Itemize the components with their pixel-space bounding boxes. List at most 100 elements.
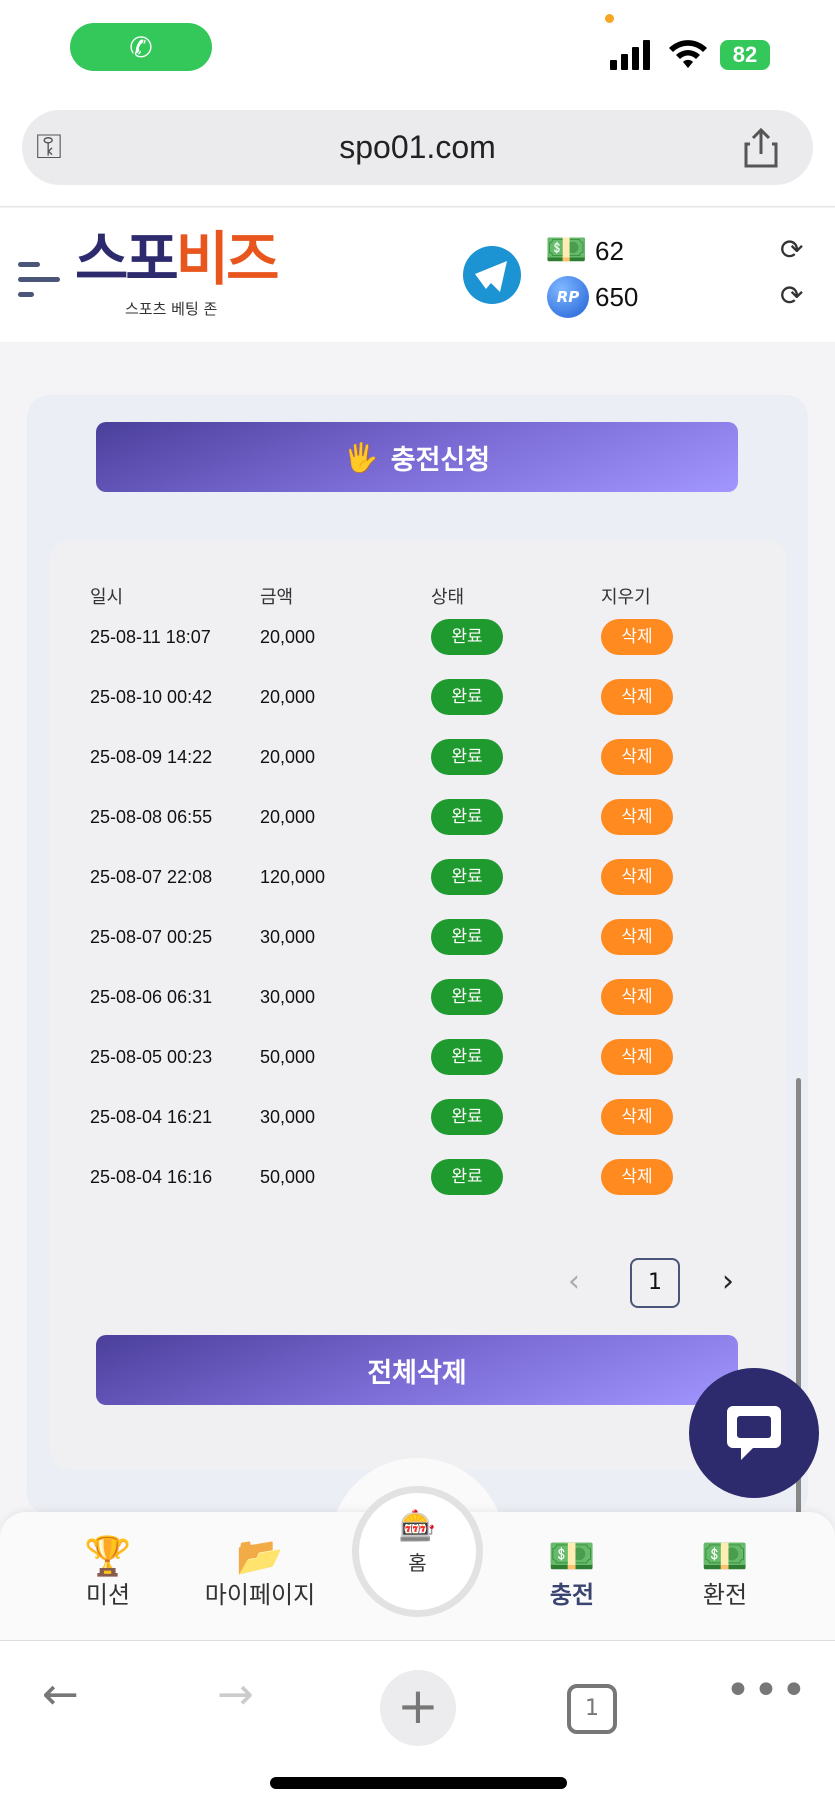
share-icon[interactable] <box>744 128 778 168</box>
deposit-icon: 💵 <box>548 1534 596 1578</box>
status-badge: 완료 <box>431 799 503 835</box>
scrollbar[interactable] <box>796 1078 801 1515</box>
home-logo-icon: 🎰 <box>398 1509 437 1544</box>
chat-bubble-icon <box>727 1406 781 1460</box>
forward-icon[interactable]: → <box>217 1669 254 1720</box>
site-logo[interactable]: 스포비즈 <box>75 225 279 293</box>
row-amount: 30,000 <box>260 1107 316 1127</box>
privacy-dot <box>605 14 614 23</box>
row-amount: 20,000 <box>260 687 316 707</box>
row-amount: 30,000 <box>260 927 316 947</box>
table-row: 25-08-05 00:23 50,000 완료 삭제 <box>50 1027 787 1087</box>
logo-subtitle: 스포츠 베팅 존 <box>125 300 218 318</box>
row-date: 25-08-07 00:25 <box>90 927 213 947</box>
delete-button[interactable]: 삭제 <box>601 739 673 775</box>
url-text: spo01.com <box>339 129 496 165</box>
nav-home[interactable]: 🎰 홈 <box>352 1486 483 1617</box>
folder-icon: 📂 <box>236 1534 284 1578</box>
chat-button[interactable] <box>689 1368 819 1498</box>
row-amount: 20,000 <box>260 627 316 647</box>
menu-icon[interactable] <box>18 258 62 300</box>
rp-balance: 650 <box>595 282 639 312</box>
status-badge: 완료 <box>431 859 503 895</box>
delete-button[interactable]: 삭제 <box>601 679 673 715</box>
row-amount: 120,000 <box>260 867 326 887</box>
table-row: 25-08-07 22:08 120,000 완료 삭제 <box>50 847 787 907</box>
battery-indicator: 82 <box>720 40 770 70</box>
row-amount: 20,000 <box>260 747 316 767</box>
row-amount: 30,000 <box>260 987 316 1007</box>
row-date: 25-08-10 00:42 <box>90 687 213 707</box>
history-table: 일시 금액 상태 지우기 25-08-11 18:07 20,000 완료 삭제… <box>50 540 787 1470</box>
table-row: 25-08-11 18:07 20,000 완료 삭제 <box>50 607 787 667</box>
next-page-button[interactable]: › <box>722 1264 734 1299</box>
delete-button[interactable]: 삭제 <box>601 919 673 955</box>
home-indicator <box>270 1777 567 1789</box>
refresh-money-icon[interactable]: ⟳ <box>780 233 804 266</box>
column-header-status: 상태 <box>431 587 465 608</box>
delete-button[interactable]: 삭제 <box>601 1099 673 1135</box>
delete-button[interactable]: 삭제 <box>601 799 673 835</box>
back-icon[interactable]: ← <box>42 1669 79 1720</box>
table-row: 25-08-04 16:21 30,000 완료 삭제 <box>50 1087 787 1147</box>
table-row: 25-08-07 00:25 30,000 완료 삭제 <box>50 907 787 967</box>
status-badge: 완료 <box>431 1159 503 1195</box>
status-badge: 완료 <box>431 1039 503 1075</box>
site-header: 스포비즈 스포츠 베팅 존 💵 62 RP 650 ⟳ ⟳ <box>0 208 835 342</box>
browser-address-area: ⚿ spo01.com <box>0 95 835 207</box>
delete-button[interactable]: 삭제 <box>601 859 673 895</box>
row-date: 25-08-07 22:08 <box>90 867 213 887</box>
wifi-icon <box>669 40 707 68</box>
key-icon[interactable]: ⚿ <box>36 128 62 166</box>
new-tab-icon[interactable]: + <box>380 1670 456 1746</box>
trophy-icon: 🏆 <box>84 1534 132 1578</box>
table-row: 25-08-09 14:22 20,000 완료 삭제 <box>50 727 787 787</box>
phone-icon: ✆ <box>129 30 153 64</box>
row-amount: 50,000 <box>260 1047 316 1067</box>
delete-button[interactable]: 삭제 <box>601 619 673 655</box>
row-amount: 50,000 <box>260 1167 316 1187</box>
row-date: 25-08-06 06:31 <box>90 987 213 1007</box>
row-date: 25-08-05 00:23 <box>90 1047 213 1067</box>
status-badge: 완료 <box>431 919 503 955</box>
money-icon: 💵 <box>545 230 588 270</box>
withdraw-icon: 💵 <box>701 1534 749 1578</box>
delete-button[interactable]: 삭제 <box>601 1159 673 1195</box>
prev-page-button[interactable]: ‹ <box>568 1264 580 1299</box>
status-badge: 완료 <box>431 979 503 1015</box>
tabs-button[interactable]: 1 <box>567 1684 617 1734</box>
column-header-date: 일시 <box>90 587 124 608</box>
telegram-icon[interactable] <box>463 246 521 304</box>
nav-withdraw[interactable]: 💵 환전 <box>650 1532 800 1610</box>
address-bar[interactable]: ⚿ spo01.com <box>22 110 813 185</box>
charge-request-button[interactable]: 🖐 충전신청 <box>96 422 738 492</box>
refresh-rp-icon[interactable]: ⟳ <box>780 279 804 312</box>
column-header-amount: 금액 <box>260 587 294 608</box>
signal-icon <box>610 40 650 70</box>
table-row: 25-08-04 16:16 50,000 완료 삭제 <box>50 1147 787 1207</box>
table-row: 25-08-10 00:42 20,000 완료 삭제 <box>50 667 787 727</box>
status-bar: ✆ 82 <box>0 0 835 95</box>
row-date: 25-08-11 18:07 <box>90 627 211 647</box>
delete-button[interactable]: 삭제 <box>601 1039 673 1075</box>
status-badge: 완료 <box>431 679 503 715</box>
delete-button[interactable]: 삭제 <box>601 979 673 1015</box>
money-balance: 62 <box>595 236 624 266</box>
nav-mission[interactable]: 🏆 미션 <box>33 1532 183 1610</box>
row-date: 25-08-04 16:16 <box>90 1167 213 1187</box>
row-date: 25-08-08 06:55 <box>90 807 213 827</box>
column-header-delete: 지우기 <box>601 587 651 608</box>
nav-mypage[interactable]: 📂 마이페이지 <box>185 1532 335 1610</box>
page-1-button[interactable]: 1 <box>630 1258 680 1308</box>
table-row: 25-08-08 06:55 20,000 완료 삭제 <box>50 787 787 847</box>
status-badge: 완료 <box>431 1099 503 1135</box>
status-badge: 완료 <box>431 739 503 775</box>
more-icon[interactable]: ••• <box>725 1665 809 1716</box>
delete-all-button[interactable]: 전체삭제 <box>96 1335 738 1405</box>
hand-money-icon: 🖐 <box>343 440 379 474</box>
call-indicator[interactable]: ✆ <box>70 23 212 71</box>
nav-deposit[interactable]: 💵 충전 <box>497 1532 647 1610</box>
table-row: 25-08-06 06:31 30,000 완료 삭제 <box>50 967 787 1027</box>
row-date: 25-08-04 16:21 <box>90 1107 213 1127</box>
rp-icon: RP <box>547 276 589 318</box>
